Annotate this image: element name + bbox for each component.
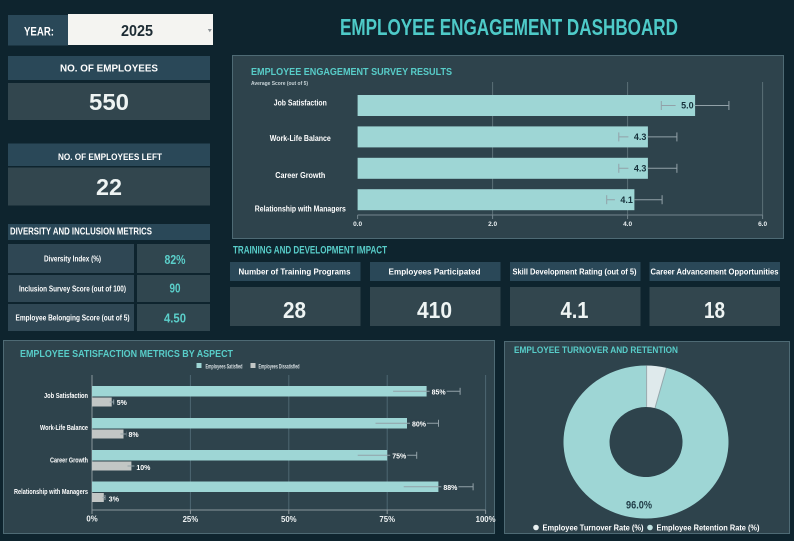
svg-text:18: 18 — [704, 297, 725, 323]
svg-text:EMPLOYEE SATISFACTION METRICS: EMPLOYEE SATISFACTION METRICS BY ASPECT — [20, 349, 233, 360]
svg-text:Career Growth: Career Growth — [50, 458, 88, 465]
svg-text:Employees Satisfied: Employees Satisfied — [206, 365, 243, 371]
svg-text:Inclusion Survey Score (out of: Inclusion Survey Score (out of 100) — [19, 285, 126, 294]
svg-text:DIVERSITY AND INCLUSION METRIC: DIVERSITY AND INCLUSION METRICS — [10, 227, 152, 238]
svg-text:2.0: 2.0 — [488, 221, 497, 228]
svg-text:10%: 10% — [136, 465, 151, 472]
svg-text:Diversity Index (%): Diversity Index (%) — [44, 255, 101, 264]
svg-text:90: 90 — [170, 282, 181, 296]
svg-text:410: 410 — [417, 297, 452, 323]
svg-text:550: 550 — [89, 89, 129, 115]
svg-text:Relationship with Managers: Relationship with Managers — [255, 205, 346, 214]
svg-text:75%: 75% — [392, 453, 407, 460]
svg-text:4.1: 4.1 — [620, 195, 633, 205]
svg-text:Work-Life Balance: Work-Life Balance — [270, 134, 331, 143]
svg-text:85%: 85% — [432, 389, 447, 396]
svg-text:22: 22 — [96, 174, 122, 200]
svg-text:0.0: 0.0 — [353, 221, 362, 228]
svg-text:Job Satisfaction: Job Satisfaction — [44, 393, 88, 400]
svg-text:5.0: 5.0 — [681, 101, 694, 111]
svg-text:4.50: 4.50 — [164, 311, 186, 326]
svg-text:Employee Belonging Score (out: Employee Belonging Score (out of 5) — [16, 314, 130, 323]
svg-text:88%: 88% — [443, 485, 458, 492]
svg-text:100%: 100% — [476, 515, 496, 524]
svg-text:Career Growth: Career Growth — [275, 171, 325, 180]
svg-text:0%: 0% — [86, 515, 97, 524]
svg-text:8%: 8% — [129, 432, 140, 439]
svg-text:28: 28 — [283, 297, 306, 323]
svg-text:EMPLOYEE TURNOVER AND RETENTIO: EMPLOYEE TURNOVER AND RETENTION — [514, 345, 678, 356]
svg-text:Skill Development Rating (out: Skill Development Rating (out of 5) — [513, 267, 637, 277]
svg-text:2025: 2025 — [121, 23, 153, 40]
svg-text:Employees Participated: Employees Participated — [389, 267, 481, 277]
svg-text:Employees Dissatisfied: Employees Dissatisfied — [259, 365, 300, 371]
svg-text:Employee Turnover Rate (%): Employee Turnover Rate (%) — [543, 523, 644, 533]
svg-text:EMPLOYEE ENGAGEMENT SURVEY RES: EMPLOYEE ENGAGEMENT SURVEY RESULTS — [251, 66, 452, 78]
svg-text:4.1: 4.1 — [561, 297, 589, 323]
svg-text:50%: 50% — [281, 515, 297, 524]
svg-text:4.3: 4.3 — [634, 132, 647, 142]
svg-text:NO. OF EMPLOYEES LEFT: NO. OF EMPLOYEES LEFT — [58, 152, 162, 163]
svg-text:80%: 80% — [412, 421, 427, 428]
svg-text:82%: 82% — [165, 252, 186, 267]
svg-text:6.0: 6.0 — [758, 221, 767, 228]
svg-text:4.3: 4.3 — [634, 164, 647, 174]
svg-text:5%: 5% — [117, 400, 128, 407]
svg-text:NO. OF EMPLOYEES: NO. OF EMPLOYEES — [60, 64, 158, 75]
svg-text:75%: 75% — [379, 515, 395, 524]
svg-text:YEAR:: YEAR: — [24, 25, 54, 39]
svg-text:Career Advancement Opportuniti: Career Advancement Opportunities — [651, 267, 779, 277]
svg-text:EMPLOYEE ENGAGEMENT DASHBOARD: EMPLOYEE ENGAGEMENT DASHBOARD — [340, 14, 678, 40]
svg-text:Average Score (out of 5): Average Score (out of 5) — [251, 81, 308, 87]
svg-text:Work-Life Balance: Work-Life Balance — [40, 425, 88, 432]
svg-text:Employee Retention Rate (%): Employee Retention Rate (%) — [657, 523, 760, 533]
svg-text:25%: 25% — [183, 515, 199, 524]
svg-text:4.0: 4.0 — [623, 221, 632, 228]
svg-text:Job Satisfaction: Job Satisfaction — [274, 99, 327, 108]
svg-text:96.0%: 96.0% — [626, 500, 652, 512]
svg-text:Number of Training Programs: Number of Training Programs — [239, 267, 351, 277]
svg-text:3%: 3% — [109, 497, 120, 504]
svg-text:Relationship with Managers: Relationship with Managers — [14, 489, 88, 496]
svg-text:TRAINING AND DEVELOPMENT IMPAC: TRAINING AND DEVELOPMENT IMPACT — [233, 245, 387, 257]
